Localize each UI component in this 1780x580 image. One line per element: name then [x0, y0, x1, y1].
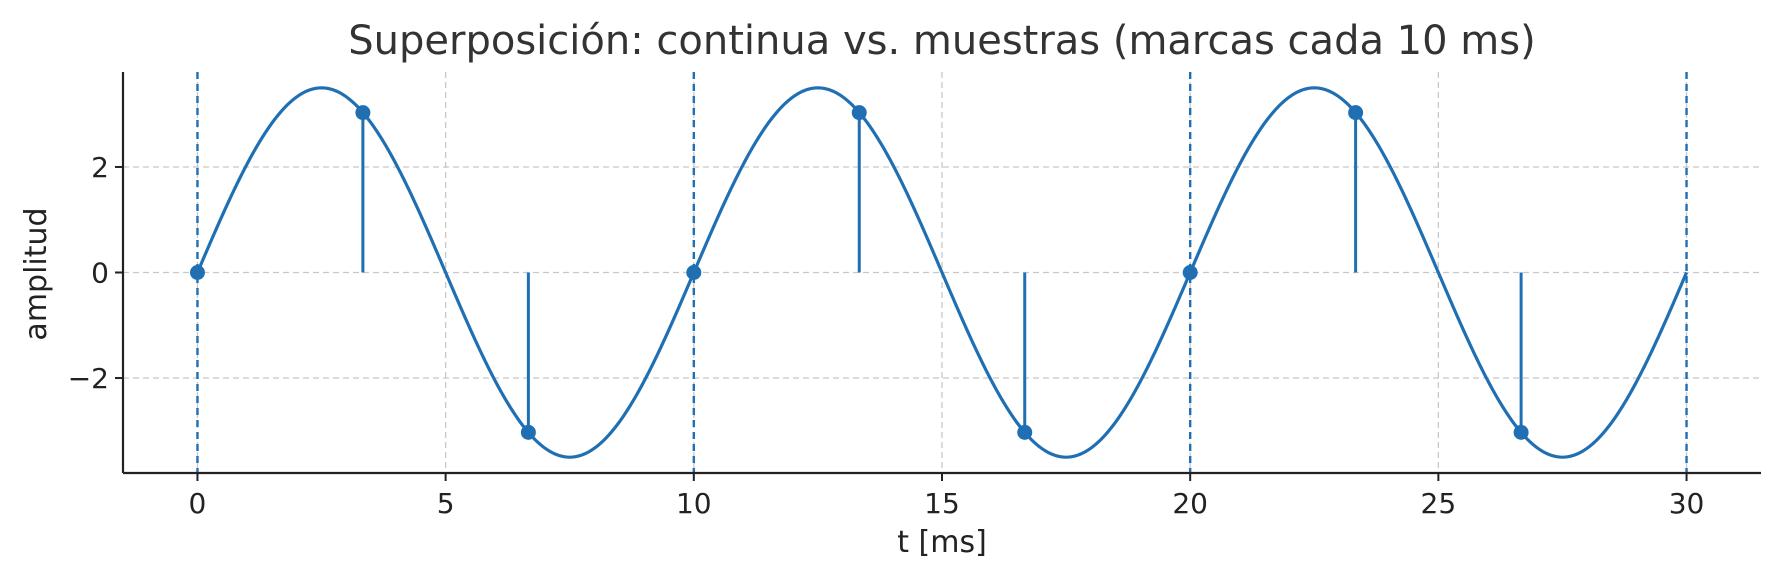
x-tick-label: 5 — [437, 487, 455, 520]
sample-point — [1182, 265, 1198, 280]
sample-point — [189, 265, 205, 280]
y-tick-label: 2 — [91, 151, 109, 184]
y-axis-label: amplitud — [19, 207, 54, 340]
x-tick-label: 25 — [1421, 487, 1457, 520]
y-tick-label: −2 — [68, 362, 109, 395]
continuous-series — [195, 86, 1689, 459]
sample-point — [1348, 105, 1364, 121]
sample-point — [686, 265, 702, 280]
x-tick-label: 30 — [1669, 487, 1705, 520]
y-tick-label: 0 — [91, 257, 109, 290]
marker-lines — [196, 72, 1688, 473]
sample-point — [355, 105, 371, 121]
sample-series — [189, 105, 1529, 440]
chart-title: Superposición: continua vs. muestras (ma… — [348, 18, 1535, 64]
x-tick-label: 15 — [924, 487, 960, 520]
sample-point — [1017, 424, 1033, 440]
ticks: 0 5 10 15 20 25 30 −2 0 2 — [68, 151, 1705, 520]
x-tick-label: 10 — [676, 487, 712, 520]
x-tick-label: 20 — [1172, 487, 1208, 520]
sample-point — [1513, 424, 1529, 440]
x-tick-label: 0 — [189, 487, 207, 520]
continuous-curve — [195, 86, 1689, 459]
x-axis-label: t [ms] — [897, 525, 987, 560]
sample-point — [520, 424, 536, 440]
sample-point — [851, 105, 867, 121]
